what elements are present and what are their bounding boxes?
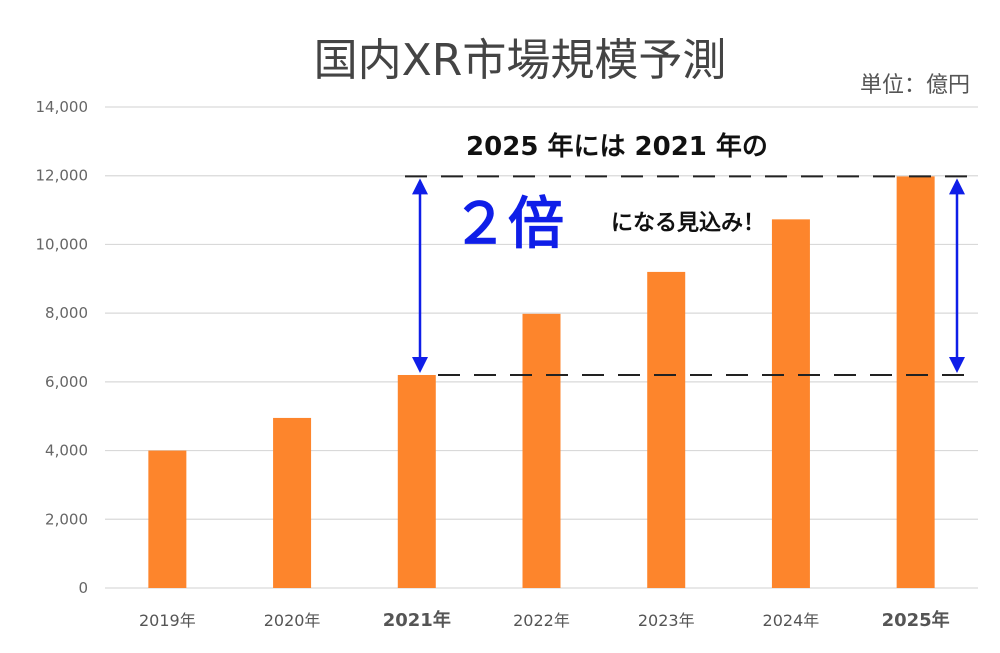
bar	[896, 176, 935, 588]
y-tick-label: 8,000	[45, 304, 88, 322]
x-tick-label: 2023年	[638, 611, 695, 630]
x-tick-label: 2019年	[139, 611, 196, 630]
double-arrow-right	[949, 178, 965, 373]
bar	[647, 271, 686, 588]
x-tick-label: 2021年	[383, 609, 451, 631]
unit-label: 単位：億円	[860, 73, 970, 98]
x-tick-label: 2020年	[264, 611, 321, 630]
x-axis-ticks: 2019年 2020年 2021年 2022年 2023年 2024年 2025年	[139, 609, 950, 631]
y-axis-ticks: 0 2,000 4,000 6,000 8,000 10,000 12,000 14,000	[36, 98, 89, 597]
y-tick-label: 14,000	[36, 98, 89, 116]
chart-title: 国内XR市場規模予測	[314, 35, 727, 86]
bar	[522, 313, 561, 588]
arrow-head-up	[949, 178, 965, 195]
bar	[397, 374, 436, 588]
double-arrow-left	[412, 178, 428, 373]
y-tick-label: 4,000	[45, 442, 88, 460]
arrow-head-down	[949, 356, 965, 373]
arrow-head-up	[412, 178, 428, 195]
y-tick-label: 0	[78, 579, 88, 597]
annotation-tail: になる見込み！	[611, 211, 765, 236]
x-tick-label: 2024年	[763, 611, 820, 630]
bar	[273, 417, 312, 588]
annotation-emphasis: ２倍	[452, 192, 564, 257]
bars	[148, 176, 935, 589]
bar	[148, 450, 187, 588]
x-tick-label: 2022年	[513, 611, 570, 630]
y-tick-label: 2,000	[45, 510, 88, 528]
annotation-line1: 2025 年には 2021 年の	[466, 131, 768, 162]
bar	[771, 219, 810, 589]
y-tick-label: 10,000	[36, 235, 89, 253]
y-tick-label: 6,000	[45, 373, 88, 391]
arrow-head-down	[412, 356, 428, 373]
annotation	[405, 175, 978, 376]
y-tick-label: 12,000	[36, 167, 89, 185]
x-tick-label: 2025年	[882, 609, 950, 631]
